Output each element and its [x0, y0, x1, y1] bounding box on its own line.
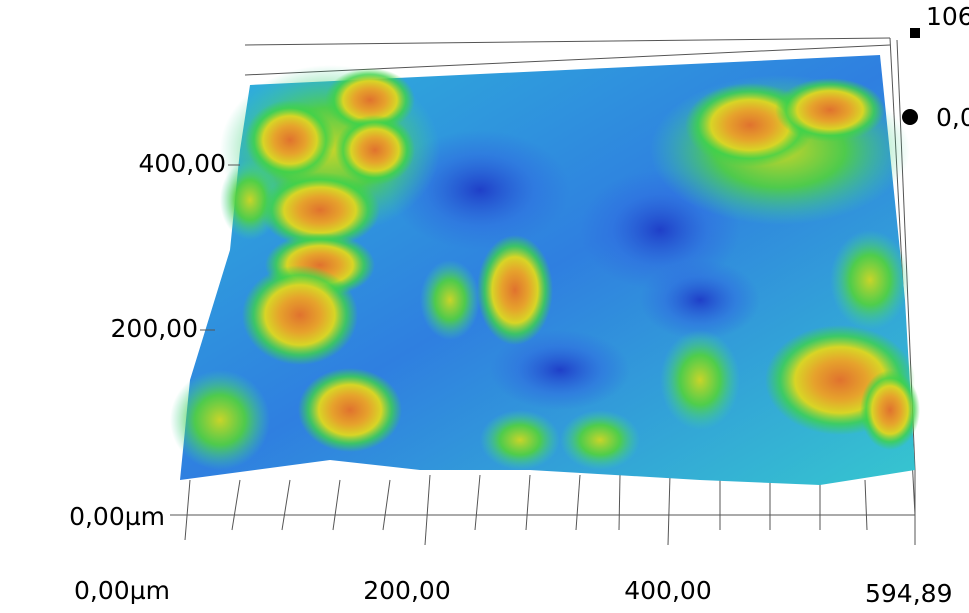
x-label: 400,00	[624, 576, 711, 605]
z-marker-label: 0,0	[936, 103, 969, 132]
y-label: 0,00µm	[69, 502, 165, 531]
page: 0,00µm 200,00 400,00 0,00µm 200,00 400,0…	[0, 0, 969, 613]
x-label: 200,00	[363, 576, 450, 605]
x-label: 0,00µm	[74, 576, 170, 605]
y-label: 400,00	[139, 149, 226, 178]
x-label: 594,89	[865, 579, 952, 608]
surface-view: 0,00µm 200,00 400,00 0,00µm 200,00 400,0…	[0, 0, 969, 613]
height-map	[170, 55, 920, 485]
z-top-label: 106	[926, 2, 969, 31]
y-label: 200,00	[111, 314, 198, 343]
